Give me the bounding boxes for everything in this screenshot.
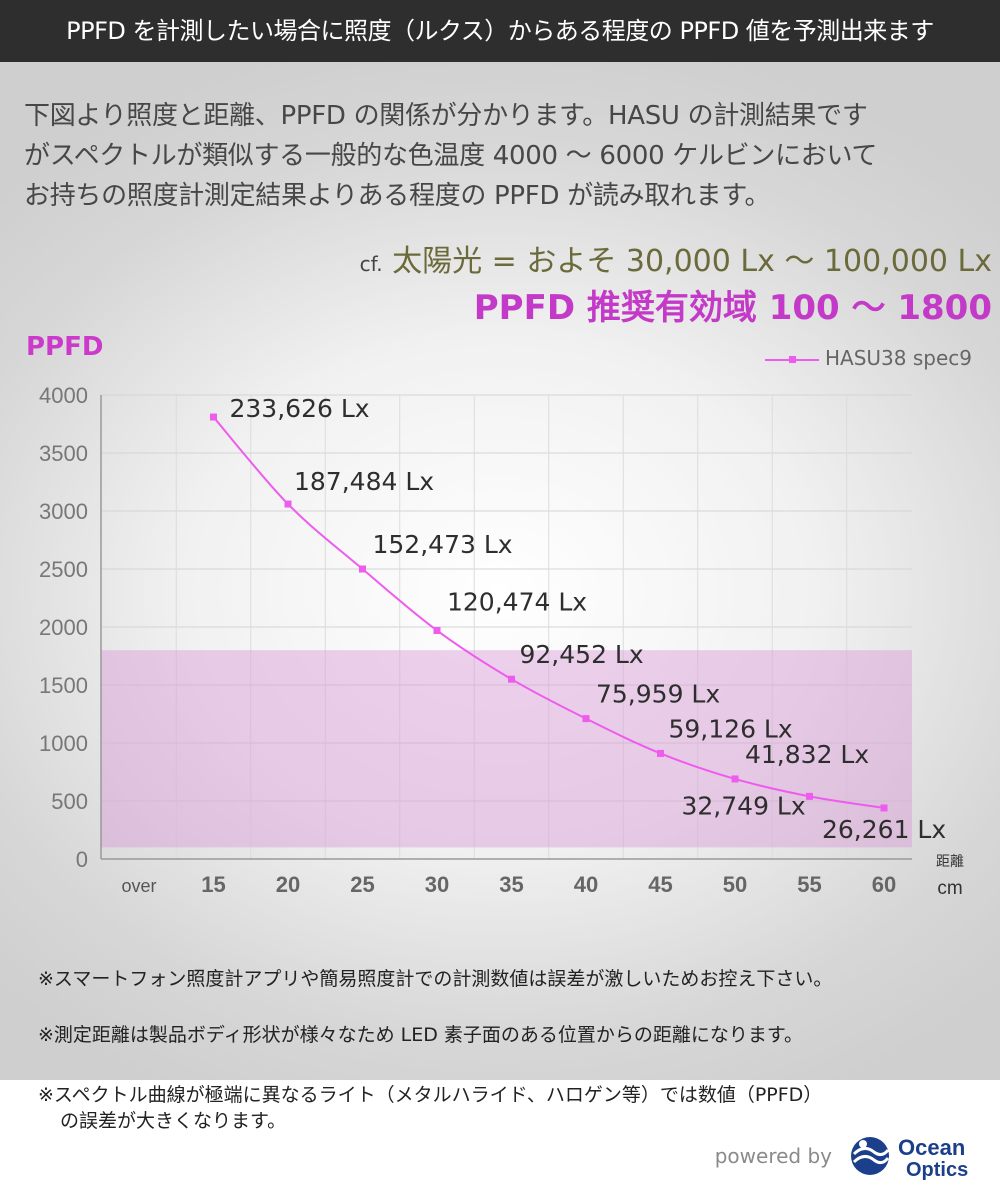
ocean-optics-logo: Ocean Optics — [851, 1135, 968, 1181]
chart-panel — [0, 62, 1000, 1080]
data-point — [210, 413, 217, 421]
note-spectrum-line2: の誤差が大きくなります。 — [60, 1110, 287, 1132]
data-label: 41,832 Lx — [745, 740, 869, 769]
recommended-band-layer — [101, 650, 912, 848]
data-point — [359, 565, 366, 573]
x-tick-label: 60 — [872, 872, 896, 897]
note-distance: ※測定距離は製品ボディ形状が様々なため LED 素子面のある位置からの距離になり… — [38, 1024, 803, 1046]
x-tick-label: 25 — [350, 872, 374, 897]
page-header: PPFD を計測したい場合に照度（ルクス）からある程度の PPFD 値を予測出来… — [0, 0, 1000, 62]
header-title: PPFD を計測したい場合に照度（ルクス）からある程度の PPFD 値を予測出来… — [66, 17, 934, 45]
x-tick-label: 45 — [648, 872, 672, 897]
x-axis-title: 距離 — [936, 853, 964, 870]
x-tick-label: 30 — [425, 872, 449, 897]
legend-swatch — [765, 352, 819, 368]
y-tick-label: 3000 — [39, 499, 88, 524]
chart-legend: HASU38 spec9 — [765, 346, 972, 370]
note-spectrum-line1: ※スペクトル曲線が極端に異なるライト（メタルハライド、ハロゲン等）では数値（PP… — [38, 1084, 823, 1106]
y-tick-label: 4000 — [39, 383, 88, 408]
note-smartphone: ※スマートフォン照度計アプリや簡易照度計での計測数値は誤差が激しいためお控え下さ… — [38, 968, 833, 990]
data-point — [284, 500, 292, 508]
data-label-layer: 233,626 Lx 187,484 Lx 152,473 Lx 120,474 Lx… — [230, 394, 947, 844]
data-label: 120,474 Lx — [447, 587, 587, 616]
x-axis-unit: cm — [937, 878, 962, 899]
recommended-band — [101, 650, 912, 848]
y-tick-label: 1000 — [39, 731, 88, 756]
y-axis-title: PPFD — [26, 332, 104, 362]
intro-line: がスペクトルが類似する一般的な色温度 4000 ～ 6000 ケルビンにおいて — [24, 141, 878, 171]
data-point — [657, 749, 664, 757]
powered-by-text: powered by — [714, 1144, 832, 1168]
data-label: 32,749 Lx — [682, 791, 806, 820]
x-tick-label: over — [121, 876, 156, 896]
x-tick-label: 35 — [499, 872, 523, 897]
x-tick-label: 20 — [276, 872, 300, 897]
data-point — [880, 804, 888, 812]
intro-line: お持ちの照度計測定結果よりある程度の PPFD が読み取れます。 — [24, 181, 771, 211]
data-label: 59,126 Lx — [669, 714, 793, 743]
logo-word-ocean: Ocean — [898, 1135, 965, 1160]
data-point — [433, 626, 441, 634]
intro-text: 下図より照度と距離、PPFD の関係が分かります。HASU の計測結果です がス… — [24, 96, 984, 216]
ppfd-line-chart: 0 500 1000 1500 2000 2500 3000 3500 4000 over 15 20… — [39, 383, 964, 899]
reference-text: 太陽光 = およそ 30,000 Lx ～ 100,000 Lx — [392, 244, 992, 279]
data-label: 187,484 Lx — [294, 467, 434, 496]
intro-line: 下図より照度と距離、PPFD の関係が分かります。HASU の計測結果です — [24, 101, 868, 131]
legend-label: HASU38 spec9 — [825, 346, 973, 370]
logo-globe-icon — [851, 1137, 890, 1175]
x-tick-label: 15 — [201, 872, 225, 897]
note-spectrum: ※スペクトル曲線が極端に異なるライト（メタルハライド、ハロゲン等）では数値（PP… — [38, 1082, 822, 1134]
data-point — [806, 792, 813, 800]
sunlight-reference: cf. 太陽光 = およそ 30,000 Lx ～ 100,000 Lx — [360, 236, 992, 280]
data-point — [731, 775, 739, 783]
data-label: 26,261 Lx — [822, 815, 946, 844]
x-tick-label: 40 — [574, 872, 598, 897]
data-label: 152,473 Lx — [373, 530, 513, 559]
y-tick-label: 2500 — [39, 557, 88, 582]
logo-word-optics: Optics — [906, 1159, 968, 1181]
data-label: 75,959 Lx — [596, 680, 720, 709]
y-tick-label: 3500 — [39, 441, 88, 466]
reference-prefix: cf. — [359, 252, 383, 276]
data-label: 92,452 Lx — [520, 640, 644, 669]
series-line — [212, 416, 885, 809]
grid-layer — [101, 394, 912, 860]
y-tick-label: 0 — [76, 847, 88, 872]
data-point — [582, 715, 590, 723]
y-tick-label: 2000 — [39, 615, 88, 640]
recommended-range: PPFD 推奨有効域 100 ～ 1800 — [473, 288, 992, 328]
y-tick-label: 1500 — [39, 673, 88, 698]
y-tick-label: 500 — [51, 789, 88, 814]
series-layer — [210, 413, 888, 812]
data-label: 233,626 Lx — [230, 394, 370, 423]
x-tick-label: 50 — [723, 872, 747, 897]
x-tick-label: 55 — [797, 872, 821, 897]
data-point — [508, 675, 515, 683]
axis-layer: 0 500 1000 1500 2000 2500 3000 3500 4000 over 15 20… — [39, 383, 964, 899]
